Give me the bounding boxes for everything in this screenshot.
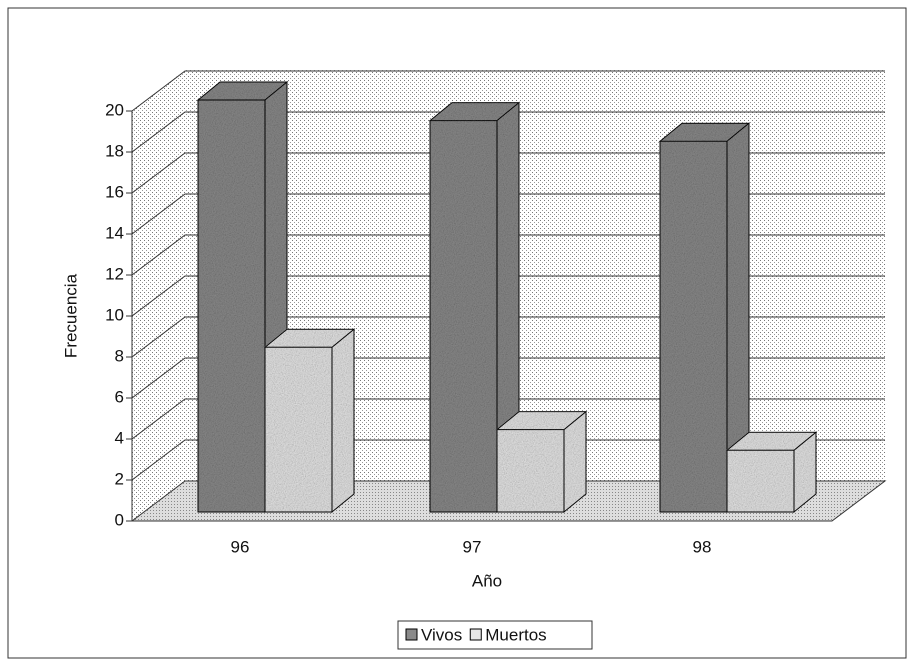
x-axis-label: Año xyxy=(472,571,502,590)
bar xyxy=(495,410,588,514)
x-tick-label: 98 xyxy=(693,537,712,556)
grid-line xyxy=(131,275,885,317)
bar xyxy=(263,328,356,514)
grid-line xyxy=(131,152,885,194)
y-tick-label: 10 xyxy=(105,305,124,324)
legend-box xyxy=(397,620,593,650)
y-tick-label: 14 xyxy=(105,223,124,242)
bar xyxy=(725,431,818,514)
x-tick-label: 97 xyxy=(463,537,482,556)
legend-label: Vivos xyxy=(421,625,462,644)
y-axis-label: Frecuencia xyxy=(61,273,80,358)
grid-line xyxy=(131,316,885,358)
bar xyxy=(428,101,521,514)
grid-line xyxy=(131,193,885,235)
grid-line xyxy=(131,439,885,481)
grid-line xyxy=(131,398,885,440)
frame xyxy=(7,7,907,659)
bar xyxy=(658,122,751,514)
grid-line xyxy=(131,357,885,399)
y-tick-label: 16 xyxy=(105,182,124,201)
grid-line xyxy=(131,111,885,153)
y-tick-label: 6 xyxy=(115,387,124,406)
legend-label: Muertos xyxy=(485,625,546,644)
y-tick-label: 4 xyxy=(115,428,124,447)
legend-swatch xyxy=(405,628,418,641)
grid-line xyxy=(131,70,885,112)
legend-swatch xyxy=(469,628,482,641)
y-tick-label: 0 xyxy=(115,510,124,529)
bar-front xyxy=(659,140,728,513)
bar-front xyxy=(726,449,795,513)
grid-line xyxy=(131,234,885,276)
bar-front xyxy=(197,99,266,513)
bar-front xyxy=(496,429,565,513)
x-tick-label: 96 xyxy=(231,537,250,556)
bar-front xyxy=(264,346,333,513)
legend: Vivos Muertos xyxy=(397,620,593,650)
bar-front xyxy=(429,120,498,513)
y-tick-label: 12 xyxy=(105,264,124,283)
y-tick-label: 18 xyxy=(105,141,124,160)
y-tick-label: 20 xyxy=(105,100,124,119)
y-tick-label: 2 xyxy=(115,469,124,488)
bar-side xyxy=(331,328,355,514)
y-tick-label: 8 xyxy=(115,346,124,365)
